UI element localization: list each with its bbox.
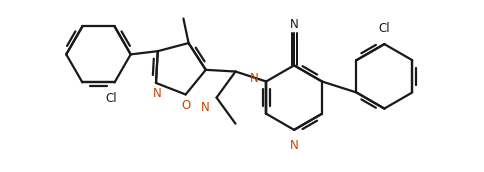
Text: O: O [181, 99, 190, 112]
Text: N: N [152, 88, 161, 100]
Text: N: N [201, 101, 210, 114]
Text: N: N [289, 18, 298, 31]
Text: Cl: Cl [378, 22, 389, 35]
Text: N: N [289, 139, 298, 152]
Text: N: N [249, 72, 258, 85]
Text: Cl: Cl [106, 92, 117, 105]
